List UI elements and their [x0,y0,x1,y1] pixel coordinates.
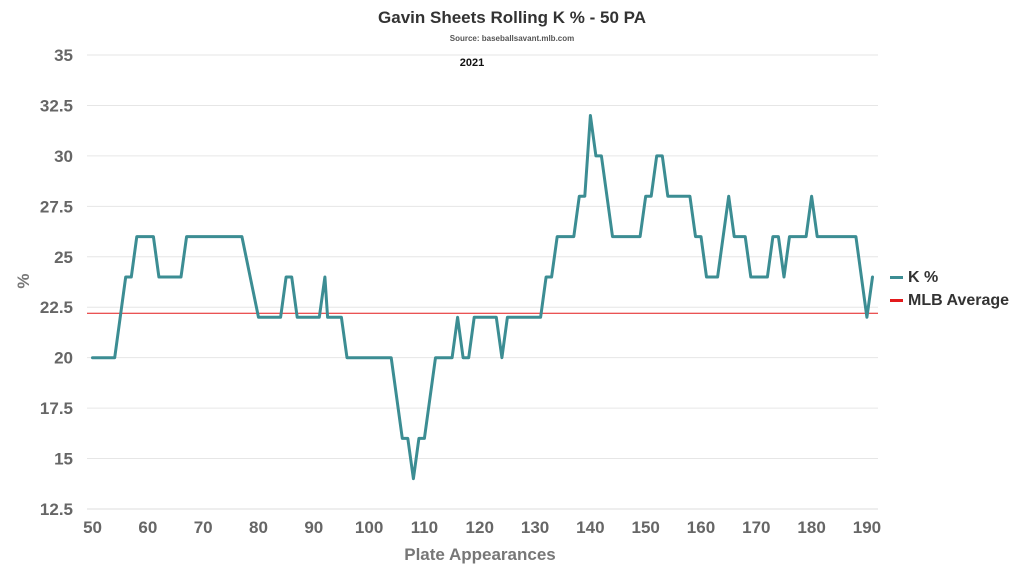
y-tick-label: 35 [54,46,73,65]
x-axis: 50 60 70 80 90 100 110 120 130 140 150 160 170 180 190 [83,508,881,537]
legend: K % MLB Average [890,266,1009,312]
legend-swatch-k-pct [890,276,903,279]
y-tick-label: 32.5 [40,96,73,115]
legend-label-k-pct: K % [908,268,939,286]
series-layer [91,114,874,481]
x-axis-title: Plate Appearances [404,545,556,564]
year-label: 2021 [459,57,485,69]
y-tick-label: 20 [54,349,73,368]
x-tick-label: 140 [576,518,604,537]
y-tick-label: 17.5 [40,399,73,418]
chart-title: Gavin Sheets Rolling K % - 50 PA [378,8,646,27]
series-line-k-pct [91,114,874,481]
x-tick-label: 130 [521,518,549,537]
y-tick-label: 30 [54,147,73,166]
x-tick-label: 180 [797,518,825,537]
x-tick-label: 150 [631,518,659,537]
x-tick-label: 120 [466,518,494,537]
x-tick-label: 170 [742,518,770,537]
x-tick-label: 90 [304,518,323,537]
y-axis: 12.5 15 17.5 20 22.5 25 27.5 30 32.5 35 [40,46,73,519]
x-tick-label: 80 [249,518,268,537]
x-tick-label: 190 [853,518,881,537]
legend-swatch-mlb-average [890,299,903,302]
x-tick-label: 70 [194,518,213,537]
x-tick-label: 110 [411,518,438,537]
y-tick-label: 12.5 [40,500,73,519]
x-tick-label: 50 [83,518,102,537]
y-axis-title: % [14,273,33,288]
x-tick-label: 160 [687,518,715,537]
chart-subtitle: Source: baseballsavant.mlb.com [449,34,575,43]
y-tick-label: 22.5 [40,298,73,317]
legend-item-k-pct[interactable]: K % [890,266,1009,289]
grid [87,54,878,510]
y-tick-label: 25 [54,248,73,267]
x-tick-label: 60 [138,518,157,537]
legend-item-mlb-average[interactable]: MLB Average [890,289,1009,312]
legend-label-mlb-average: MLB Average [908,291,1010,309]
x-tick-label: 100 [355,518,383,537]
y-tick-label: 15 [54,450,73,469]
y-tick-label: 27.5 [40,197,73,216]
